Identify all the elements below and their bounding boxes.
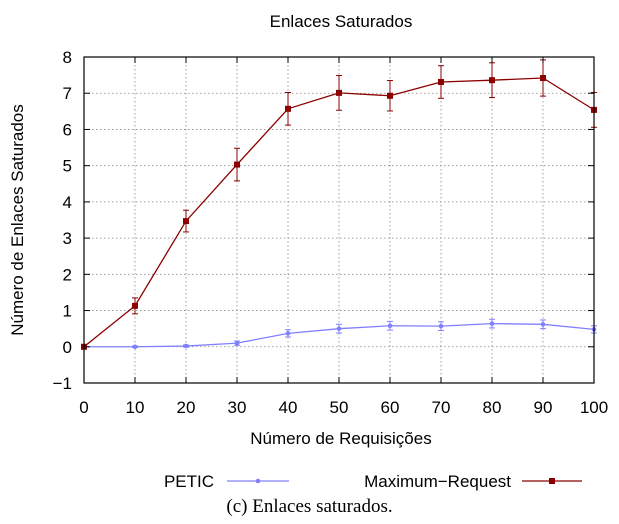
legend-label-maximum-request: Maximum−Request bbox=[364, 472, 511, 491]
x-tick-label: 10 bbox=[126, 398, 145, 417]
x-tick-label: 40 bbox=[279, 398, 298, 417]
y-tick-label: 3 bbox=[63, 229, 72, 248]
x-tick-label: 0 bbox=[79, 398, 88, 417]
line-chart: Enlaces Saturados 0 10 20 30 40 50 60 70 80 90 100… bbox=[8, 12, 608, 491]
y-axis-ticks: −1 0 1 2 3 4 5 6 7 8 bbox=[53, 48, 594, 393]
y-tick-label: 8 bbox=[63, 48, 72, 67]
x-axis-label: Número de Requisições bbox=[250, 429, 431, 448]
petic-point bbox=[234, 340, 240, 346]
x-tick-label: 60 bbox=[381, 398, 400, 417]
y-tick-label: 4 bbox=[63, 193, 72, 212]
y-tick-label: 2 bbox=[63, 265, 72, 284]
y-tick-label: −1 bbox=[53, 374, 72, 393]
x-tick-label: 80 bbox=[483, 398, 502, 417]
petic-point bbox=[285, 331, 291, 336]
x-tick-label: 50 bbox=[330, 398, 349, 417]
grid bbox=[84, 57, 594, 383]
series-markers bbox=[81, 75, 597, 350]
petic-point bbox=[438, 323, 444, 329]
maximum-request-point bbox=[234, 161, 240, 168]
y-tick-label: 6 bbox=[63, 120, 72, 139]
maximum-request-point bbox=[540, 75, 546, 82]
petic-point bbox=[183, 343, 189, 349]
petic-point bbox=[336, 326, 342, 331]
y-tick-label: 7 bbox=[63, 84, 72, 103]
legend: PETIC Maximum−Request bbox=[164, 472, 582, 491]
petic-point bbox=[540, 322, 546, 327]
y-tick-label: 1 bbox=[63, 302, 72, 321]
y-tick-label: 5 bbox=[63, 157, 72, 176]
maximum-request-point bbox=[285, 105, 291, 112]
petic-point bbox=[387, 323, 393, 329]
x-tick-label: 100 bbox=[580, 398, 608, 417]
maximum-request-point bbox=[336, 89, 342, 96]
x-tick-label: 20 bbox=[177, 398, 196, 417]
figure-caption: (c) Enlaces saturados. bbox=[226, 496, 393, 517]
legend-marker-maximum-request bbox=[549, 478, 555, 484]
petic-point bbox=[132, 344, 138, 350]
petic-point bbox=[489, 321, 495, 326]
x-axis-ticks: 0 10 20 30 40 50 60 70 80 90 100 bbox=[79, 57, 608, 417]
legend-marker-petic bbox=[255, 478, 261, 484]
x-tick-label: 70 bbox=[432, 398, 451, 417]
x-tick-label: 90 bbox=[534, 398, 553, 417]
y-axis-label: Número de Enlaces Saturados bbox=[8, 104, 27, 336]
maximum-request-point bbox=[387, 92, 393, 99]
y-tick-label: 0 bbox=[63, 338, 72, 357]
maximum-request-point bbox=[183, 218, 189, 225]
maximum-request-point bbox=[132, 302, 138, 309]
maximum-request-point bbox=[438, 78, 444, 85]
legend-label-petic: PETIC bbox=[164, 472, 214, 491]
chart-title: Enlaces Saturados bbox=[270, 12, 413, 31]
x-tick-label: 30 bbox=[228, 398, 247, 417]
maximum-request-point bbox=[489, 77, 495, 84]
